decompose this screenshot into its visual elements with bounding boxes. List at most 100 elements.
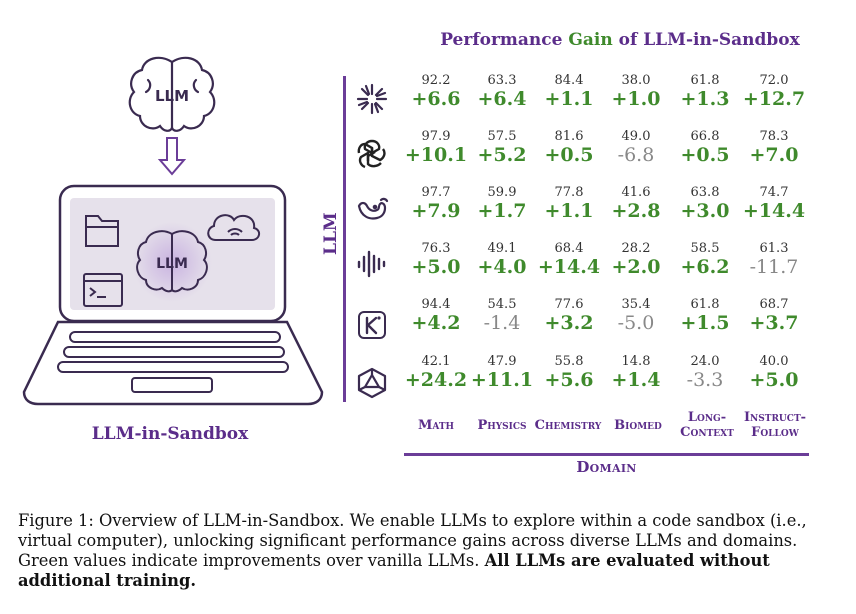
base-score: 54.5 xyxy=(487,297,517,312)
gain-value: +4.0 xyxy=(477,256,527,278)
waveform-icon xyxy=(357,250,386,278)
gain-value: +10.1 xyxy=(404,144,468,166)
cell-row4-physics: 49.1 +4.0 xyxy=(469,241,535,279)
base-score: 92.2 xyxy=(421,73,451,88)
base-score: 59.9 xyxy=(487,185,517,200)
cell-row3-chemistry: 77.8 +1.1 xyxy=(536,186,602,223)
cell-row1-math: 92.2 +6.6 xyxy=(403,73,469,111)
base-score: 97.9 xyxy=(421,129,451,144)
gain-value: +7.0 xyxy=(749,144,799,166)
col-lc-l2: Context xyxy=(680,425,734,440)
gain-value: -3.3 xyxy=(686,369,724,391)
cell-row6-physics: 47.9 +11.1 xyxy=(469,354,535,392)
base-score: 42.1 xyxy=(421,354,451,369)
gain-value: +5.2 xyxy=(477,144,527,166)
col-lc-l1: Long- xyxy=(687,410,727,425)
col-physics-l1: Physics xyxy=(477,418,527,433)
col-if-l1: Instruct- xyxy=(743,410,807,425)
gain-value: +24.2 xyxy=(404,369,468,391)
gain-value: +5.0 xyxy=(411,256,461,278)
base-score: 94.4 xyxy=(421,297,451,312)
cell-row5-physics: 54.5 -1.4 xyxy=(469,297,535,335)
folder-icon xyxy=(85,215,119,247)
base-score: 49.1 xyxy=(487,241,517,256)
gain-value: +12.7 xyxy=(742,88,806,110)
starburst-icon xyxy=(356,83,388,115)
gain-value: +1.0 xyxy=(611,88,661,110)
base-score: 14.8 xyxy=(621,354,651,369)
illustration-label: LLM-in-Sandbox xyxy=(91,424,249,444)
cell-row1-long-context: 61.8 +1.3 xyxy=(672,74,738,111)
gain-value: -6.8 xyxy=(617,144,655,166)
down-arrow-icon xyxy=(157,137,187,176)
gain-value: +7.9 xyxy=(411,200,461,222)
gain-value: +6.6 xyxy=(411,88,461,110)
openai-icon xyxy=(357,139,386,169)
gain-value: +6.2 xyxy=(680,256,730,278)
cell-row6-chemistry: 55.8 +5.6 xyxy=(536,355,602,392)
col-biomed-l1: Biomed xyxy=(614,418,662,433)
gain-value: +11.1 xyxy=(470,369,534,391)
whale-icon xyxy=(357,197,389,220)
cell-row2-instruct-follow: 78.3 +7.0 xyxy=(741,129,807,167)
gain-value: +14.4 xyxy=(537,256,601,278)
base-score: 41.6 xyxy=(621,185,651,200)
gain-value: +5.0 xyxy=(749,369,799,391)
row-axis-label: LLM xyxy=(321,212,341,255)
cell-row3-long-context: 63.8 +3.0 xyxy=(672,185,738,223)
base-score: 66.8 xyxy=(690,129,720,144)
figure-caption: Figure 1: Overview of LLM-in-Sandbox. We… xyxy=(18,511,838,591)
cell-row6-instruct-follow: 40.0 +5.0 xyxy=(741,354,807,392)
cloud-wifi-icon xyxy=(207,214,260,241)
gain-value: +1.4 xyxy=(611,369,661,391)
cell-row1-biomed: 38.0 +1.0 xyxy=(603,73,669,111)
col-chem-l1: Chemistry xyxy=(534,418,602,433)
base-score: 76.3 xyxy=(421,241,451,256)
base-score: 47.9 xyxy=(487,354,517,369)
caption-bold: All LLMs are evaluated without additiona… xyxy=(18,551,770,590)
gain-value: +1.5 xyxy=(680,312,730,334)
cell-row1-instruct-follow: 72.0 +12.7 xyxy=(741,74,807,111)
base-score: 49.0 xyxy=(621,129,651,144)
base-score: 78.3 xyxy=(759,129,789,144)
gain-value: -11.7 xyxy=(749,256,799,278)
base-score: 61.3 xyxy=(759,241,789,256)
base-score: 38.0 xyxy=(621,73,651,88)
screen-brain-icon xyxy=(136,230,208,293)
cell-row5-chemistry: 77.6 +3.2 xyxy=(536,298,602,335)
column-label-chemistry: Chemistry xyxy=(533,418,603,433)
column-label-physics: Physics xyxy=(467,418,537,433)
column-label-math: Math xyxy=(401,418,471,433)
cell-row5-math: 94.4 +4.2 xyxy=(403,297,469,335)
column-label-long-context: Long- Context xyxy=(672,410,742,440)
gain-value: +6.4 xyxy=(477,88,527,110)
cell-row1-chemistry: 84.4 +1.1 xyxy=(536,74,602,111)
cell-row3-instruct-follow: 74.7 +14.4 xyxy=(741,186,807,223)
cell-row3-biomed: 41.6 +2.8 xyxy=(603,185,669,223)
cell-row2-math: 97.9 +10.1 xyxy=(403,129,469,167)
cell-row4-long-context: 58.5 +6.2 xyxy=(672,242,738,279)
cell-row4-chemistry: 68.4 +14.4 xyxy=(536,241,602,279)
column-label-biomed: Biomed xyxy=(603,418,673,433)
gain-value: +1.1 xyxy=(544,200,594,222)
col-if-l2: Follow xyxy=(751,425,799,440)
gain-value: +2.8 xyxy=(611,200,661,222)
gain-value: -5.0 xyxy=(617,312,655,334)
base-score: 40.0 xyxy=(759,354,789,369)
cell-row2-physics: 57.5 +5.2 xyxy=(469,130,535,167)
brain-label: LLM xyxy=(155,87,189,105)
base-score: 63.8 xyxy=(690,185,720,200)
gain-value: +3.7 xyxy=(749,312,799,334)
sandbox-illustration: LLM xyxy=(22,56,324,406)
cell-row2-long-context: 66.8 +0.5 xyxy=(672,129,738,167)
row-axis-line xyxy=(343,76,346,402)
base-score: 68.4 xyxy=(554,241,584,256)
column-axis-line xyxy=(404,453,809,456)
cell-row2-chemistry: 81.6 +0.5 xyxy=(536,130,602,167)
gain-value: +2.0 xyxy=(611,256,661,278)
laptop-icon xyxy=(22,184,324,406)
table-title: Performance Gain of LLM-in-Sandbox xyxy=(420,30,820,50)
cell-row1-physics: 63.3 +6.4 xyxy=(469,74,535,111)
base-score: 35.4 xyxy=(621,297,651,312)
gain-value: +0.5 xyxy=(544,144,594,166)
